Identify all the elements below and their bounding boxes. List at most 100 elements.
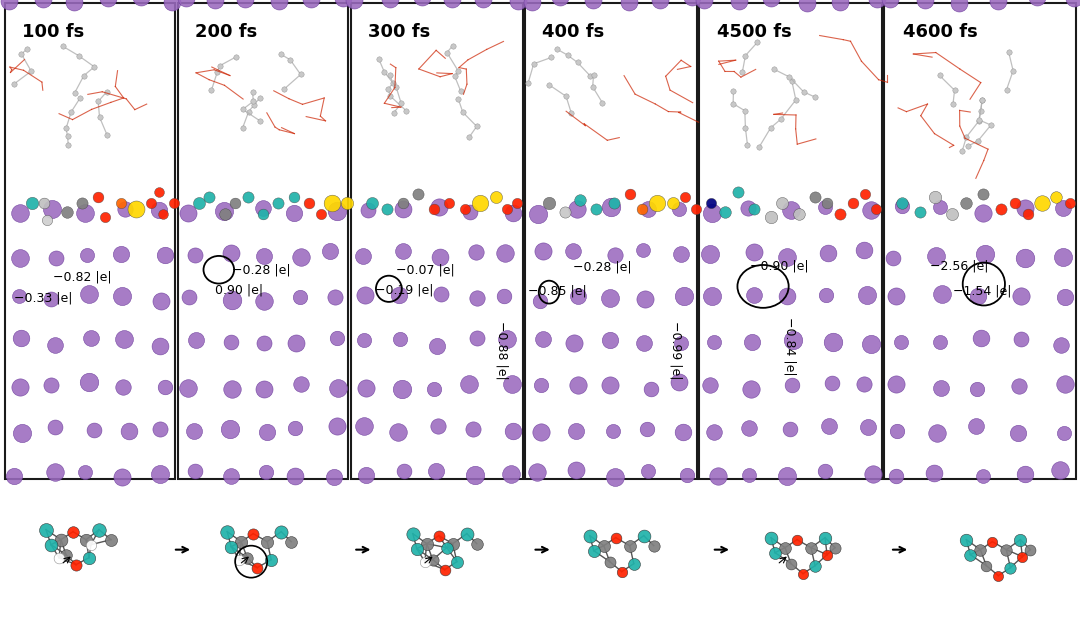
- Point: [893, 201, 910, 211]
- Point: [431, 252, 448, 262]
- Point: [705, 337, 723, 347]
- Point: [392, 99, 409, 109]
- Point: [46, 340, 64, 350]
- Point: [216, 206, 233, 216]
- Point: [607, 251, 624, 260]
- Point: [868, 0, 886, 4]
- Point: [1052, 465, 1069, 475]
- Point: [888, 379, 905, 389]
- Point: [568, 204, 585, 214]
- Point: [357, 470, 375, 479]
- Point: [737, 123, 754, 133]
- Point: [944, 99, 961, 109]
- Point: [24, 198, 41, 208]
- Point: [36, 198, 53, 208]
- Point: [380, 84, 397, 94]
- Point: [888, 471, 905, 481]
- Point: [460, 133, 477, 143]
- Point: [1016, 203, 1034, 213]
- Point: [71, 93, 89, 103]
- Point: [441, 198, 458, 208]
- Point: [621, 540, 638, 550]
- Point: [384, 108, 402, 118]
- Point: [716, 207, 733, 217]
- Point: [881, 0, 899, 4]
- Point: [783, 380, 800, 390]
- Point: [888, 426, 905, 436]
- Point: [430, 531, 447, 540]
- Point: [504, 426, 522, 436]
- Point: [740, 203, 757, 213]
- Point: [89, 193, 106, 202]
- Point: [97, 212, 114, 222]
- Point: [741, 423, 758, 433]
- Text: −0.07 |e|: −0.07 |e|: [395, 263, 455, 276]
- Point: [112, 249, 130, 259]
- Point: [287, 339, 305, 349]
- Point: [602, 380, 619, 390]
- Point: [394, 198, 411, 208]
- Point: [748, 37, 766, 47]
- Point: [816, 532, 834, 542]
- Point: [703, 198, 720, 208]
- Point: [245, 96, 262, 106]
- Point: [779, 252, 796, 262]
- Point: [688, 204, 705, 213]
- Point: [448, 557, 465, 566]
- Point: [282, 55, 299, 65]
- Point: [23, 66, 40, 76]
- Point: [5, 79, 23, 89]
- Point: [773, 198, 791, 208]
- Point: [602, 557, 619, 566]
- Point: [203, 86, 220, 96]
- Point: [91, 112, 108, 122]
- Point: [424, 384, 442, 394]
- Point: [856, 189, 874, 199]
- Text: −0.28 |e|: −0.28 |e|: [232, 263, 291, 276]
- Point: [565, 246, 582, 256]
- Point: [781, 72, 798, 82]
- Point: [201, 193, 218, 202]
- Point: [464, 424, 482, 434]
- Point: [42, 380, 59, 390]
- Point: [472, 198, 489, 208]
- Point: [807, 193, 824, 202]
- Point: [227, 198, 244, 208]
- Point: [557, 91, 575, 101]
- Point: [239, 553, 256, 563]
- Point: [82, 540, 99, 550]
- Point: [82, 333, 99, 343]
- Point: [782, 205, 799, 215]
- Point: [639, 204, 657, 213]
- Point: [788, 535, 806, 545]
- Point: [335, 0, 352, 2]
- Point: [394, 204, 411, 213]
- Point: [1056, 292, 1074, 302]
- Point: [121, 426, 138, 436]
- Point: [150, 187, 167, 197]
- Point: [0, 0, 17, 6]
- Point: [1062, 198, 1079, 208]
- Point: [993, 204, 1010, 213]
- Point: [218, 527, 235, 537]
- Point: [989, 571, 1007, 581]
- Point: [927, 193, 944, 202]
- Point: [329, 383, 347, 393]
- Point: [802, 543, 820, 553]
- Point: [664, 198, 681, 208]
- Point: [807, 93, 824, 102]
- Point: [530, 209, 548, 219]
- Point: [602, 335, 619, 345]
- Point: [390, 290, 407, 300]
- Point: [157, 250, 174, 260]
- Point: [1002, 563, 1020, 573]
- Point: [649, 198, 666, 208]
- Point: [893, 198, 910, 208]
- Point: [1022, 545, 1039, 555]
- Point: [604, 426, 621, 436]
- Point: [917, 0, 934, 5]
- Point: [258, 428, 275, 437]
- Point: [531, 296, 549, 306]
- Point: [98, 130, 116, 139]
- Point: [428, 341, 445, 350]
